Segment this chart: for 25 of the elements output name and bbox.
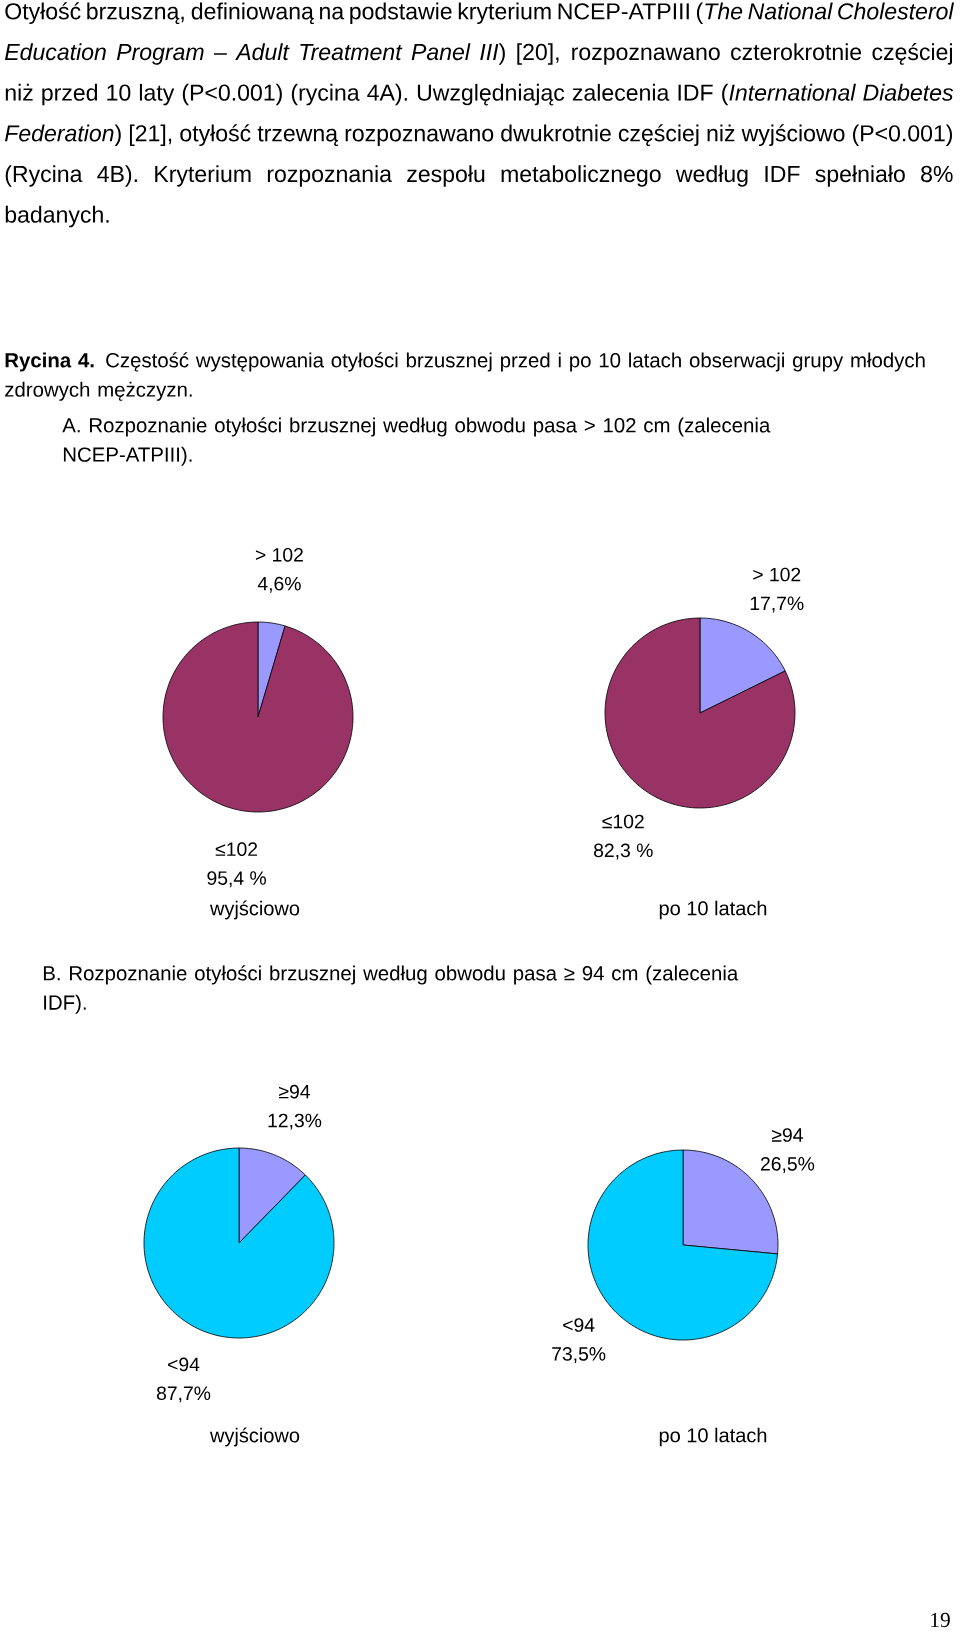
data-label: 87,7% (156, 1386, 211, 1403)
data-label: 95,4 % (207, 871, 266, 888)
text: wyjściowo (209, 1427, 300, 1447)
slice-label: ≥94 (771, 1128, 803, 1142)
data-label: 73,5% (552, 1347, 606, 1363)
text: A. Rozpoznanie otyłości brzusznej według obwodu pasa > 102 cm (zalecenia NCEP-ATPIII). (62, 417, 771, 466)
data-label: 82,3 % (594, 843, 653, 860)
text: po 10 latach (659, 900, 767, 920)
slice-label: ≤102 (602, 814, 644, 829)
slice-label: <94 (563, 1318, 595, 1332)
text: Rycina 4. Częstość występowania otyłości brzusznej przed i po 10 latach obserwacji grupy młodych zdrowych mężczyzn. (5, 352, 925, 401)
text: wyjściowo (209, 900, 300, 920)
text: B. Rozpoznanie otyłości brzusznej według obwodu pasa ≥ 94 cm (zalecenia IDF). (43, 965, 739, 1014)
slice-label: <94 (168, 1357, 200, 1372)
slice-label: ≥94 (279, 1084, 310, 1099)
text: 19 (931, 1612, 950, 1628)
text: po 10 latach (659, 1427, 767, 1447)
data-label: 17,7% (750, 596, 804, 613)
slice-label: > 102 (753, 567, 801, 582)
data-label: 12,3% (268, 1113, 322, 1130)
text: Otyłość brzuszną, definiowaną na podstawie kryterium NCEP-ATPIII (The National Cholesterol Education Program – Adult Treatment Panel III) [20], rozpoznawano czterokrotnie częściej niż przed 10 laty (P<0.001) (rycina 4A). Uwzględniając zalecenia IDF (International Diabetes Federation) [21], otyłość trzewną rozpoznawano dwukrotnie częściej niż wyjściowo (P<0.001) (Rycina 4B). Kryterium rozpoznania zespołu metabolicznego według IDF spełniało 8% badanych. (4, 2, 955, 228)
data-label: 26,5% (760, 1157, 815, 1173)
data-label: 4,6% (257, 576, 301, 593)
slice-label: ≤102 (215, 842, 258, 857)
slice-label: > 102 (255, 547, 303, 562)
